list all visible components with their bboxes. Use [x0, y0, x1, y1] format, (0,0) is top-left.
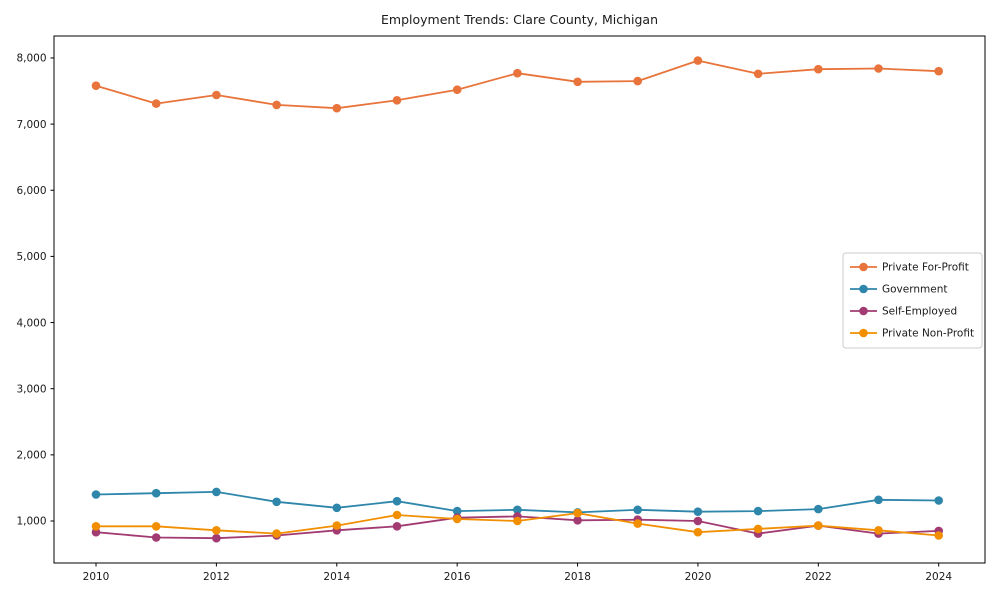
data-point-private-non-profit	[513, 516, 522, 526]
data-point-private-non-profit	[633, 519, 642, 528]
y-axis-tick-label: 8,000	[16, 53, 46, 65]
legend-box	[842, 252, 983, 349]
y-axis-tick-label: 5,000	[16, 251, 46, 263]
data-point-private-for-profit	[272, 100, 281, 110]
data-point-private-for-profit	[392, 96, 402, 105]
data-point-private-for-profit	[814, 64, 823, 74]
legend-label: Government	[882, 284, 947, 296]
y-axis-tick-label: 2,000	[16, 450, 46, 462]
data-point-private-non-profit	[814, 521, 823, 530]
legend: Private For-Profit Government Self-Employe…	[842, 252, 983, 349]
x-axis-tick-label: 2012	[203, 571, 230, 583]
data-point-private-non-profit	[392, 510, 402, 520]
legend-item-private-non-profit: Private Non-Profit	[850, 328, 974, 340]
data-point-private-non-profit	[151, 522, 161, 531]
data-point-government	[934, 496, 943, 505]
data-point-government	[392, 496, 402, 506]
data-point-private-for-profit	[934, 66, 943, 76]
data-point-government	[633, 505, 642, 515]
legend-label: Private Non-Profit	[882, 328, 974, 340]
legend-marker-icon	[859, 328, 868, 338]
data-point-private-for-profit	[753, 69, 763, 79]
data-point-government	[332, 503, 342, 513]
data-point-government	[753, 506, 763, 516]
data-point-government	[91, 490, 101, 499]
data-point-private-non-profit	[753, 524, 763, 534]
data-point-government	[513, 505, 522, 515]
x-axis-tick-label: 2010	[83, 571, 110, 583]
y-axis-tick-label: 7,000	[16, 119, 46, 131]
data-point-self-employed	[212, 533, 221, 543]
plot-area-border	[53, 35, 986, 564]
y-axis-tick-label: 1,000	[16, 516, 46, 528]
legend-label: Self-Employed	[882, 306, 957, 318]
data-point-private-for-profit	[513, 68, 522, 78]
data-point-self-employed	[151, 533, 161, 542]
legend-item-private-for-profit: Private For-Profit	[850, 262, 969, 274]
y-axis-tick-label: 4,000	[16, 317, 46, 329]
legend-marker-icon	[859, 284, 868, 294]
data-point-private-for-profit	[212, 90, 221, 100]
x-axis-tick-label: 2016	[444, 571, 471, 583]
x-axis-tick-label: 2014	[323, 571, 350, 583]
data-point-government	[693, 507, 703, 516]
legend-marker-icon	[859, 262, 868, 272]
data-point-private-non-profit	[452, 514, 462, 524]
data-point-government	[212, 487, 221, 497]
legend-item-government: Government	[850, 284, 947, 296]
data-point-self-employed	[573, 516, 582, 525]
data-point-private-non-profit	[91, 522, 101, 531]
x-axis-tick-label: 2020	[685, 571, 712, 583]
legend-item-self-employed: Self-Employed	[850, 306, 957, 318]
data-point-government	[874, 495, 883, 505]
y-axis-tick-label: 6,000	[16, 185, 46, 197]
data-point-private-for-profit	[151, 99, 161, 108]
data-point-private-non-profit	[934, 531, 943, 540]
data-point-self-employed	[392, 522, 402, 531]
data-point-government	[151, 488, 161, 498]
data-point-government	[272, 497, 281, 507]
chart-title: Employment Trends: Clare County, Michiga…	[381, 12, 658, 27]
x-axis-tick-label: 2024	[925, 571, 952, 583]
legend-marker-icon	[859, 306, 868, 316]
data-point-private-for-profit	[91, 81, 101, 90]
data-point-self-employed	[693, 516, 703, 526]
data-point-private-for-profit	[633, 76, 642, 86]
data-point-private-for-profit	[573, 77, 582, 87]
data-point-private-non-profit	[693, 527, 703, 537]
data-point-private-non-profit	[573, 508, 582, 518]
y-axis-tick-label: 3,000	[16, 383, 46, 395]
data-point-private-for-profit	[874, 64, 883, 73]
data-point-private-non-profit	[874, 526, 883, 535]
x-axis-tick-label: 2022	[805, 571, 832, 583]
data-point-private-for-profit	[452, 85, 462, 94]
data-point-government	[452, 506, 462, 516]
data-point-private-non-profit	[332, 521, 342, 530]
data-point-private-non-profit	[272, 529, 281, 538]
data-point-self-employed	[91, 527, 101, 537]
x-axis-tick-label: 2018	[564, 571, 591, 583]
data-point-private-for-profit	[693, 56, 703, 65]
data-point-government	[814, 504, 823, 514]
data-point-private-for-profit	[332, 103, 342, 113]
legend-label: Private For-Profit	[882, 262, 969, 274]
data-point-private-non-profit	[212, 526, 221, 535]
series-line-private-for-profit	[95, 59, 940, 110]
